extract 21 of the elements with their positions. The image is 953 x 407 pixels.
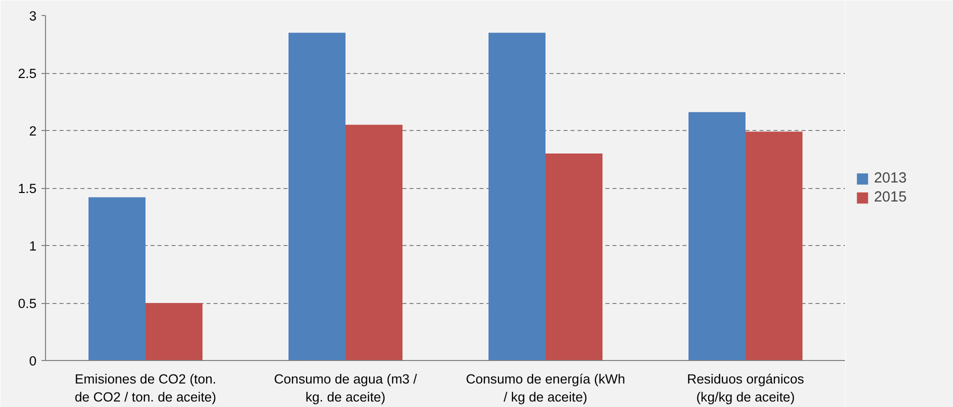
legend-label: 2013 xyxy=(874,170,907,186)
legend-label: 2015 xyxy=(874,189,907,205)
y-tick-label: 1 xyxy=(29,238,37,254)
y-tick-label: 2.5 xyxy=(18,66,37,81)
y-tick-label: 3 xyxy=(29,8,37,24)
bar xyxy=(546,154,602,360)
y-tick-label: 2 xyxy=(29,124,37,138)
bar xyxy=(746,132,802,360)
x-tick-label: Residuos orgánicos (kg/kg de aceite) xyxy=(686,372,804,404)
y-tick-label: 0 xyxy=(29,354,37,368)
x-tick-label: Emisiones de CO2 (ton. de CO2 / ton. de aceite) xyxy=(74,372,216,404)
bar xyxy=(346,124,402,360)
x-tick-label: Consumo de energía (kWh / kg de aceite) xyxy=(466,372,626,404)
y-tick-label: 0.5 xyxy=(18,296,37,311)
bar xyxy=(88,197,146,360)
bar xyxy=(688,112,746,360)
y-tick-label: 1.5 xyxy=(18,181,37,196)
x-tick-label: Consumo de agua (m3 / kg. de aceite) xyxy=(274,372,418,404)
bar xyxy=(288,32,346,360)
bar xyxy=(146,303,202,360)
bar xyxy=(488,32,546,360)
